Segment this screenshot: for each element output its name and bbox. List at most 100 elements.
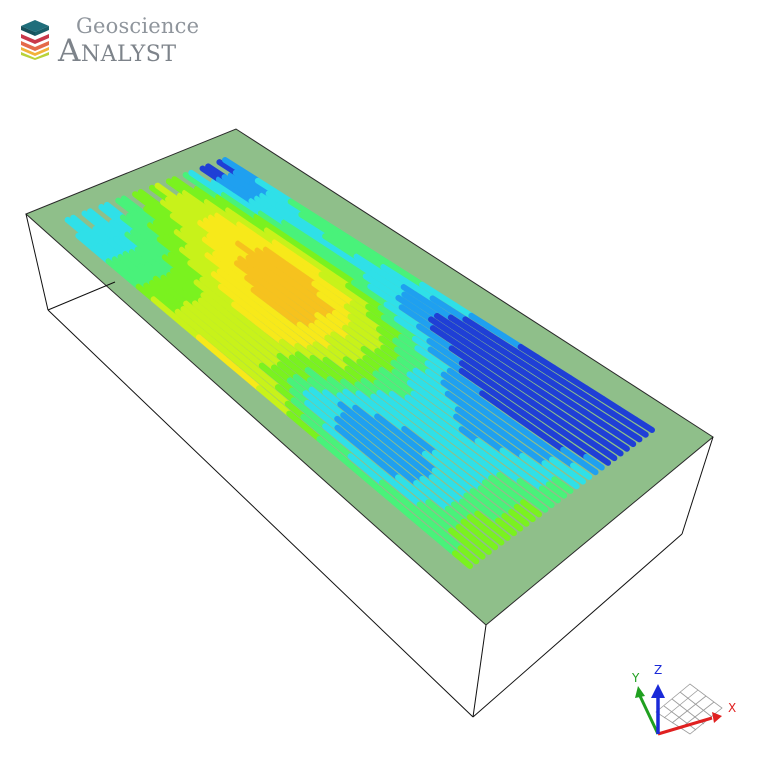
survey-line-segment bbox=[90, 245, 112, 265]
survey-line-segment bbox=[479, 390, 502, 408]
survey-line-segment bbox=[282, 295, 305, 314]
survey-line-segment bbox=[361, 474, 383, 493]
survey-line-segment bbox=[499, 447, 521, 465]
survey-line-segment bbox=[381, 454, 404, 474]
survey-line-segment bbox=[365, 311, 388, 329]
survey-line-segment bbox=[293, 289, 316, 308]
survey-line-segment bbox=[298, 307, 321, 326]
geoscience-analyst-logo: Geoscience Analyst bbox=[18, 14, 208, 68]
survey-line-segment bbox=[322, 233, 344, 250]
survey-line-segment bbox=[520, 410, 543, 428]
survey-line-segment bbox=[496, 472, 518, 490]
logo-layer-5 bbox=[21, 52, 49, 60]
survey-line-segment bbox=[139, 243, 161, 262]
survey-line-segment bbox=[309, 354, 331, 373]
survey-line-segment bbox=[225, 359, 248, 379]
survey-line-segment bbox=[511, 412, 534, 431]
survey-line-segment bbox=[508, 508, 530, 527]
survey-line-segment bbox=[85, 227, 108, 247]
survey-line-segment bbox=[315, 298, 338, 316]
survey-line-segment bbox=[265, 298, 288, 317]
survey-line-segment bbox=[287, 250, 309, 267]
survey-line-segment bbox=[314, 319, 337, 338]
survey-line-segment bbox=[265, 190, 288, 208]
z-axis-label: Z bbox=[654, 663, 662, 677]
survey-line-segment bbox=[298, 300, 321, 319]
survey-line-segment bbox=[212, 250, 235, 269]
survey-line-segment bbox=[306, 223, 329, 240]
survey-line-segment bbox=[331, 440, 354, 460]
survey-line-segment bbox=[231, 301, 254, 320]
survey-line-segment bbox=[379, 461, 402, 481]
survey-line-segment bbox=[135, 283, 157, 303]
survey-line-segment bbox=[484, 323, 508, 340]
survey-line-segment bbox=[535, 464, 558, 483]
survey-line-segment bbox=[426, 402, 449, 421]
survey-line-segment bbox=[370, 393, 393, 412]
survey-line-segment bbox=[529, 400, 553, 418]
survey-line-segment bbox=[81, 210, 104, 230]
survey-line-segment bbox=[297, 230, 320, 247]
survey-line-segment bbox=[347, 313, 369, 331]
survey-line-segment bbox=[409, 357, 431, 375]
survey-line-segment bbox=[452, 430, 475, 449]
survey-line-segment bbox=[274, 320, 297, 339]
survey-line-segment bbox=[124, 231, 146, 250]
survey-line-segment bbox=[578, 433, 602, 451]
survey-line-segment bbox=[223, 225, 245, 243]
survey-line-segment bbox=[545, 481, 568, 499]
survey-line-segment bbox=[432, 304, 454, 321]
survey-line-segment bbox=[131, 209, 154, 229]
survey-line-segment bbox=[421, 524, 443, 544]
survey-line-segment bbox=[236, 221, 259, 239]
survey-line-segment bbox=[416, 437, 438, 456]
survey-line-segment bbox=[456, 382, 480, 401]
survey-line-segment bbox=[276, 352, 298, 371]
survey-line-segment bbox=[550, 364, 573, 382]
survey-line-segment bbox=[460, 518, 483, 538]
survey-line-segment bbox=[463, 492, 486, 512]
survey-line-segment bbox=[517, 434, 540, 452]
survey-line-segment bbox=[262, 326, 285, 345]
survey-line-segment bbox=[581, 409, 604, 426]
survey-line-segment bbox=[183, 300, 205, 319]
survey-line-segment bbox=[317, 277, 340, 295]
survey-line-segment bbox=[536, 421, 559, 439]
survey-line-segment bbox=[376, 389, 399, 409]
survey-line-segment bbox=[513, 503, 536, 523]
survey-line-segment bbox=[107, 238, 129, 257]
survey-line-segment bbox=[281, 219, 304, 237]
survey-line-segment bbox=[193, 185, 216, 203]
survey-line-segment bbox=[300, 413, 323, 433]
survey-line-segment bbox=[463, 540, 486, 560]
survey-line-segment bbox=[435, 292, 458, 309]
survey-line-segment bbox=[226, 189, 249, 206]
survey-line-segment bbox=[153, 200, 176, 219]
survey-line-segment bbox=[311, 280, 334, 299]
survey-line-segment bbox=[233, 260, 257, 279]
survey-line-segment bbox=[320, 219, 343, 236]
survey-line-segment bbox=[243, 350, 265, 369]
survey-line-segment bbox=[352, 259, 375, 277]
survey-line-segment bbox=[429, 325, 452, 342]
survey-line-segment bbox=[278, 331, 301, 349]
z-axis-arrowhead bbox=[651, 684, 665, 698]
survey-line-segment bbox=[476, 531, 499, 551]
survey-line-segment bbox=[405, 438, 428, 457]
survey-line-segment bbox=[154, 182, 177, 201]
survey-line-segment bbox=[180, 227, 203, 246]
survey-line-segment bbox=[475, 371, 498, 389]
survey-line-segment bbox=[292, 373, 315, 393]
survey-line-segment bbox=[168, 231, 191, 251]
axis-orientation-triad[interactable]: X Y Z bbox=[624, 660, 748, 742]
survey-line-segment bbox=[353, 240, 376, 257]
survey-line-segment bbox=[369, 462, 392, 482]
survey-line-segment bbox=[484, 436, 506, 454]
survey-line-segment bbox=[319, 238, 342, 255]
survey-line-segment bbox=[137, 263, 159, 282]
survey-line-segment bbox=[241, 316, 264, 336]
survey-line-segment bbox=[465, 467, 488, 486]
survey-line-segment bbox=[314, 312, 336, 330]
survey-line-segment bbox=[424, 426, 447, 445]
